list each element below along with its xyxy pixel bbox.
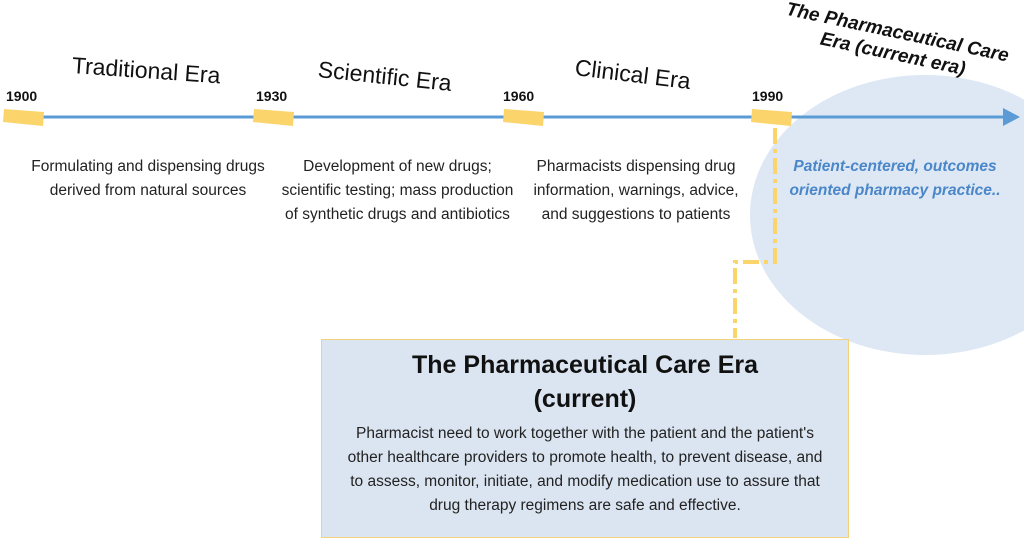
detail-box: The Pharmaceutical Care Era (current) Ph…: [321, 339, 849, 538]
detail-body: Pharmacist need to work together with th…: [347, 425, 823, 514]
detail-title-line2: (current): [533, 385, 637, 413]
era-desc-current: Patient-centered, outcomes oriented phar…: [789, 158, 1001, 199]
year-label-1960: 1960: [503, 88, 535, 104]
year-label-1900: 1900: [6, 88, 38, 104]
era-desc-traditional: Formulating and dispensing drugs derived…: [31, 158, 265, 199]
era-desc-scientific: Development of new drugs; scientific tes…: [281, 158, 514, 223]
marker-1960: [503, 109, 544, 126]
year-label-1930: 1930: [256, 88, 288, 104]
era-title-current-wrap: The Pharmaceutical Care Era (current era…: [760, 0, 1024, 80]
current-era-bubble: [750, 75, 1024, 355]
year-label-1990: 1990: [752, 88, 784, 104]
marker-1930: [253, 109, 294, 126]
era-desc-clinical: Pharmacists dispensing drug information,…: [533, 158, 739, 223]
timeline-arrowhead: [1003, 108, 1020, 126]
marker-1990: [751, 109, 792, 126]
detail-title-line1: The Pharmaceutical Care Era: [412, 351, 758, 379]
connector-line: [733, 128, 777, 338]
marker-1900: [3, 109, 44, 126]
